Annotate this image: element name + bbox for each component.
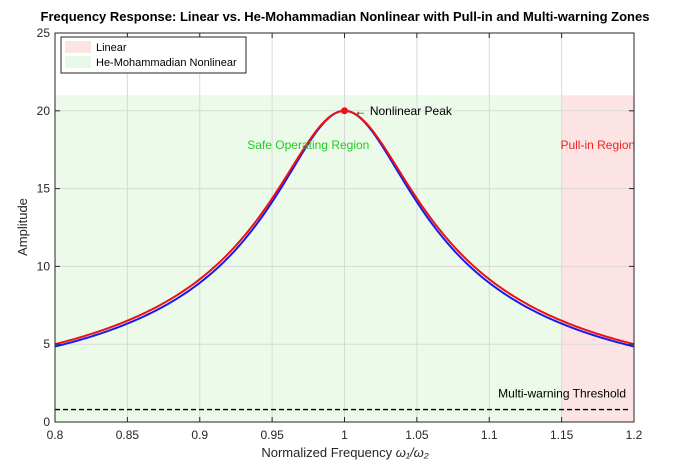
y-tick-label-0: 0	[43, 415, 50, 429]
legend-label-1: He-Mohammadian Nonlinear	[96, 57, 237, 69]
x-tick-label-7: 1.15	[550, 428, 574, 442]
legend-box	[60, 36, 247, 74]
peak-marker	[341, 107, 348, 115]
region-label-0: Safe Operating Region	[247, 138, 369, 152]
annotation-layer: Safe Operating Region Pull-in Region Multi…	[55, 104, 635, 411]
threshold-label: Multi-warning Threshold	[498, 387, 626, 401]
x-axis-label-prefix: Normalized Frequency	[261, 445, 395, 460]
region-0	[55, 95, 562, 423]
y-axis-label: Amplitude	[15, 198, 30, 256]
x-tick-label-0: 0.8	[47, 428, 64, 442]
region-1	[561, 95, 634, 423]
y-tick-label-3: 15	[37, 182, 51, 196]
y-tick-label-4: 20	[37, 104, 51, 118]
tick-layer: 0.8 0.85 0.9 0.95 1 1.05 1.1 1.15 1.2 0 5 10 15 20 25	[37, 26, 643, 442]
x-tick-label-5: 1.05	[405, 428, 429, 442]
legend: Linear He-Mohammadian Nonlinear	[60, 36, 247, 74]
x-axis-label-math: ω₁/ω₂	[396, 445, 429, 460]
x-tick-label-8: 1.2	[626, 428, 643, 442]
y-tick-label-5: 25	[37, 26, 51, 40]
x-tick-label-4: 1	[341, 428, 348, 442]
legend-swatch-0	[65, 41, 91, 53]
x-axis-label: Normalized Frequency ω₁/ω₂	[261, 445, 428, 460]
x-tick-label-1: 0.85	[116, 428, 140, 442]
x-tick-label-3: 0.95	[260, 428, 284, 442]
legend-label-0: Linear	[96, 42, 127, 54]
regions-layer	[55, 95, 634, 423]
x-tick-label-6: 1.1	[481, 428, 498, 442]
y-tick-label-1: 5	[43, 337, 50, 351]
chart-title: Frequency Response: Linear vs. He-Mohamm…	[41, 9, 650, 24]
region-label-1: Pull-in Region	[560, 138, 635, 152]
legend-swatch-1	[65, 56, 91, 68]
peak-label: ← Nonlinear Peak	[355, 104, 453, 118]
y-tick-label-2: 10	[37, 259, 51, 273]
x-tick-label-2: 0.9	[191, 428, 208, 442]
